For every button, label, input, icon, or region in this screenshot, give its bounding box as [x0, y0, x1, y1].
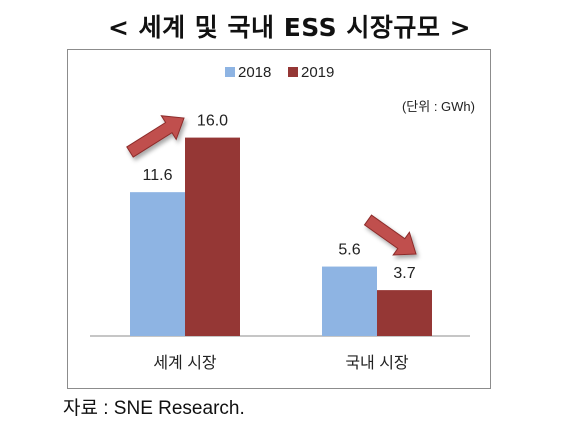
- unit-label: (단위 : GWh): [402, 99, 475, 114]
- category-label-1: 세계 시장: [153, 354, 217, 372]
- legend-label-2019: 2019: [301, 64, 334, 81]
- data-label-2018-2: 5.6: [338, 242, 360, 259]
- bar-2019-1: [185, 137, 240, 336]
- category-label-2: 국내 시장: [345, 354, 409, 372]
- trend-arrow-up: [126, 115, 185, 158]
- bar-2018-1: [130, 192, 185, 336]
- data-label-2019-1: 16.0: [197, 113, 228, 130]
- bar-chart: 2018 2019 (단위 : GWh) 11.6 16.0 세계 시장 5.6 3.7 국내 …: [90, 64, 475, 372]
- source-note: 자료 : SNE Research.: [63, 398, 245, 419]
- legend-swatch-2019: [288, 67, 298, 77]
- data-label-2018-1: 11.6: [143, 167, 173, 184]
- chart-panel: 2018 2019 (단위 : GWh) 11.6 16.0 세계 시장 5.6 3.7 국내 …: [67, 49, 491, 389]
- chart-title: < 세계 및 국내 ESS 시장규모 >: [107, 13, 472, 42]
- bar-2019-2: [377, 290, 432, 336]
- data-label-2019-2: 3.7: [393, 265, 415, 282]
- legend-swatch-2018: [225, 67, 235, 77]
- bar-2018-2: [322, 266, 377, 336]
- legend-label-2018: 2018: [238, 64, 271, 81]
- trend-arrow-down: [363, 214, 417, 256]
